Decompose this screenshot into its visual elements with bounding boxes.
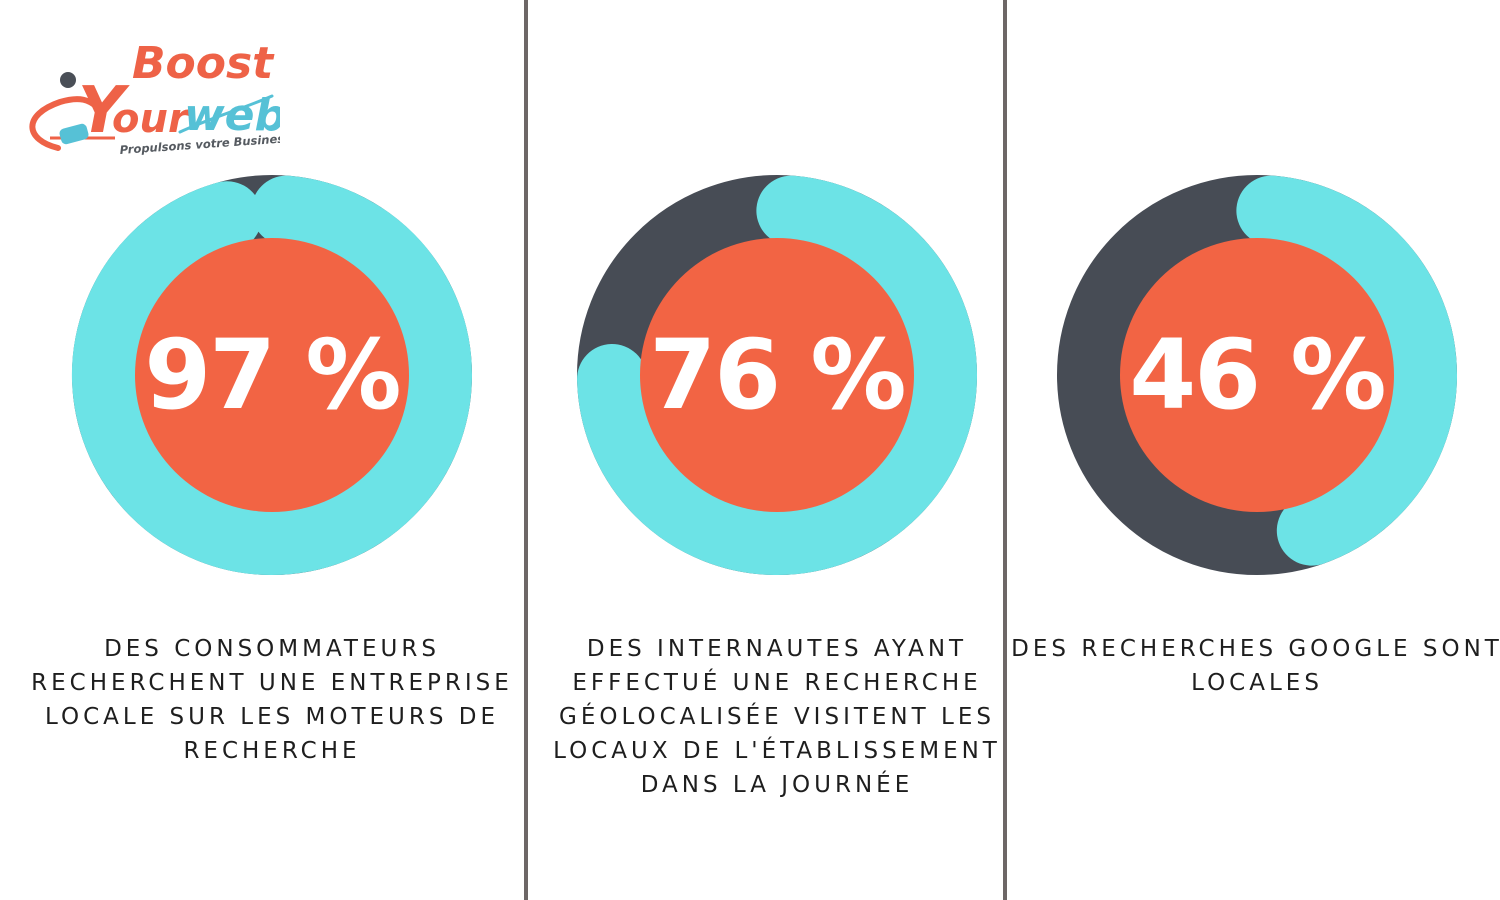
column-divider: [1003, 0, 1007, 900]
stat-column: 46 % DES RECHERCHES GOOGLE SONT LOCALES: [1011, 170, 1499, 696]
stat-column: 76 % DES INTERNAUTES AYANT EFFECTUÉ UNE …: [553, 170, 997, 798]
logo-graphic: Boost Y our web Propulsons votre Busines…: [29, 38, 292, 157]
column-divider: [524, 0, 528, 900]
stat-column: 97 % DES CONSOMMATEURS RECHERCHENT UNE E…: [31, 170, 509, 764]
logo-our-text: our: [112, 96, 190, 142]
donut-center: [135, 238, 409, 512]
donut-center: [640, 238, 914, 512]
stat-caption: DES CONSOMMATEURS RECHERCHENT UNE ENTREP…: [31, 636, 513, 764]
donut-chart: 76 %: [577, 175, 977, 575]
stat-caption: DES INTERNAUTES AYANT EFFECTUÉ UNE RECHE…: [553, 636, 1001, 798]
boost-your-web-logo: Boost Y our web Propulsons votre Busines…: [20, 20, 292, 160]
stat-caption: DES RECHERCHES GOOGLE SONT LOCALES: [1011, 636, 1500, 696]
donut-filled-arc: [577, 175, 977, 575]
donut-chart: 97 %: [72, 175, 472, 575]
donut-center: [1120, 238, 1394, 512]
donut-filled-arc: [1236, 175, 1457, 566]
logo-boost-text: Boost: [132, 38, 275, 89]
donut-filled-arc: [72, 175, 472, 575]
logo-y-text: Y: [78, 74, 130, 148]
percentage-label: 76 %: [649, 319, 904, 431]
percentage-label: 97 %: [144, 319, 399, 431]
donut-chart: 46 %: [1057, 175, 1457, 575]
percentage-label: 46 %: [1129, 319, 1384, 431]
